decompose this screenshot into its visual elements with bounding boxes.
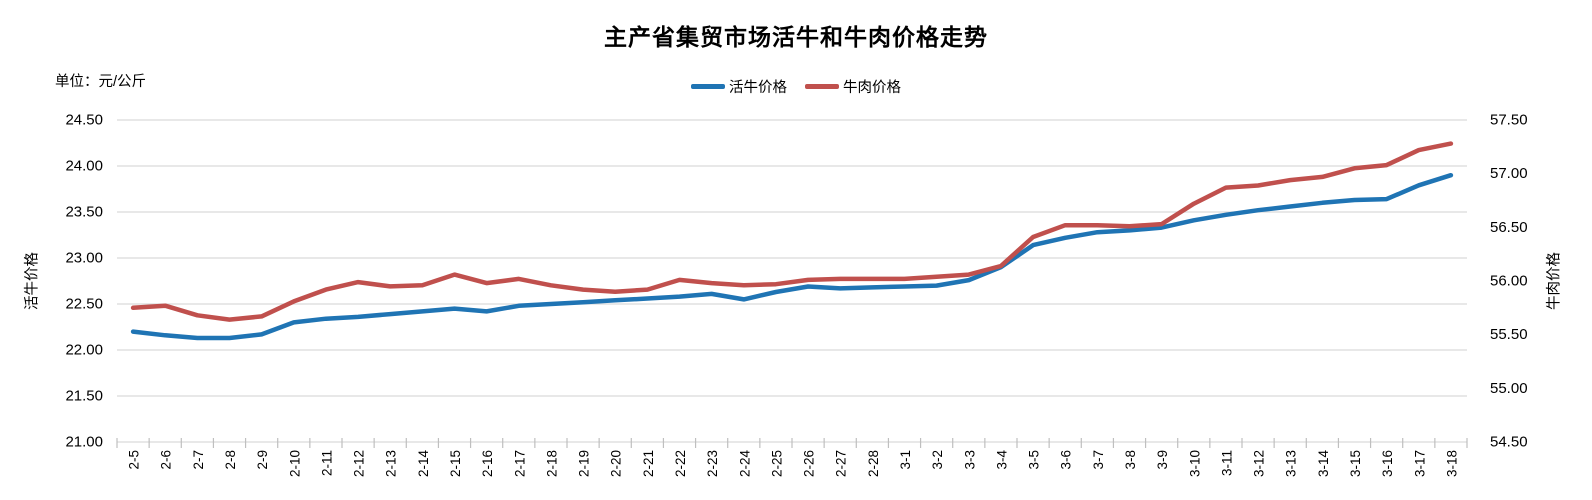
x-axis-tick-label: 3-1 xyxy=(898,450,913,470)
x-axis-tick-label: 2-11 xyxy=(319,450,334,476)
y-axis-tick-label-right: 56.50 xyxy=(1490,219,1528,236)
legend-label-beef: 牛肉价格 xyxy=(843,80,901,96)
y-axis-tick-label-right: 55.00 xyxy=(1490,380,1528,397)
x-axis-tick-label: 2-21 xyxy=(641,450,656,477)
y-axis-tick-label-right: 55.50 xyxy=(1490,326,1528,343)
x-axis-tick-label: 2-22 xyxy=(673,450,688,477)
x-axis-tick-label: 2-5 xyxy=(127,450,142,470)
legend-item-beef: 牛肉价格 xyxy=(805,76,901,97)
x-axis-tick-label: 2-24 xyxy=(737,450,752,478)
x-axis-tick-label: 3-3 xyxy=(962,450,977,470)
x-axis-tick-label: 2-13 xyxy=(384,450,399,477)
x-axis-tick-label: 2-9 xyxy=(255,450,270,470)
y-axis-tick-label-left: 22.50 xyxy=(65,296,103,313)
legend-line-swatch-beef xyxy=(805,84,839,89)
x-axis-tick-label: 2-14 xyxy=(416,450,431,478)
x-axis-tick-label: 2-23 xyxy=(705,450,720,477)
x-axis-tick-label: 3-13 xyxy=(1284,450,1299,477)
x-axis-tick-label: 2-6 xyxy=(159,450,174,470)
x-axis-tick-label: 2-25 xyxy=(769,450,784,477)
y-axis-tick-label-right: 57.50 xyxy=(1490,112,1528,129)
x-axis-tick-label: 3-17 xyxy=(1412,450,1427,477)
y-axis-tick-label-left: 23.00 xyxy=(65,250,103,267)
y-axis-tick-label-left: 21.50 xyxy=(65,388,103,405)
y-axis-tick-label-left: 23.50 xyxy=(65,204,103,221)
y-axis-tick-label-right: 54.50 xyxy=(1490,434,1528,451)
x-axis-tick-label: 3-8 xyxy=(1123,450,1138,470)
x-axis-tick-label: 2-10 xyxy=(287,450,302,477)
x-axis-tick-label: 2-19 xyxy=(577,450,592,477)
x-axis-tick-label: 3-16 xyxy=(1380,450,1395,477)
series-line-live-cattle xyxy=(130,172,1454,341)
legend-label-live-cattle: 活牛价格 xyxy=(729,80,787,96)
x-axis-tick-label: 2-8 xyxy=(223,450,238,470)
x-axis-tick-label: 2-16 xyxy=(480,450,495,477)
x-axis-tick-label: 2-17 xyxy=(512,450,527,477)
x-axis-tick-label: 3-12 xyxy=(1252,450,1267,477)
series-line-beef xyxy=(130,141,1454,322)
x-axis-tick-label: 2-15 xyxy=(448,450,463,477)
x-axis-tick-label: 2-28 xyxy=(866,450,881,477)
x-axis-tick-label: 2-18 xyxy=(544,450,559,477)
unit-label: 单位：元/公斤 xyxy=(55,74,147,90)
x-axis-tick-label: 3-7 xyxy=(1091,450,1106,470)
y-axis-tick-label-right: 57.00 xyxy=(1490,165,1528,182)
legend: 活牛价格 牛肉价格 xyxy=(0,76,1592,97)
x-axis-tick-label: 3-18 xyxy=(1444,450,1459,477)
y-axis-tick-label-left: 21.00 xyxy=(65,434,103,451)
x-axis-tick-label: 3-15 xyxy=(1348,450,1363,477)
x-axis-tick-label: 3-5 xyxy=(1027,450,1042,470)
y-axis-tick-label-left: 24.00 xyxy=(65,158,103,175)
legend-line-swatch-live-cattle xyxy=(691,84,725,89)
x-axis-tick-label: 2-27 xyxy=(834,450,849,477)
chart-title: 主产省集贸市场活牛和牛肉价格走势 xyxy=(604,24,988,50)
x-axis-tick-label: 3-10 xyxy=(1187,450,1202,477)
x-axis-tick-label: 2-7 xyxy=(191,450,206,470)
y-axis-tick-label-right: 56.00 xyxy=(1490,273,1528,290)
y-axis-tick-label-left: 22.00 xyxy=(65,342,103,359)
x-axis-tick-label: 3-2 xyxy=(930,450,945,470)
x-axis-tick-label: 3-14 xyxy=(1316,450,1331,478)
x-axis-tick-label: 2-12 xyxy=(352,450,367,477)
x-axis-tick-label: 3-9 xyxy=(1155,450,1170,470)
x-axis-tick-label: 3-6 xyxy=(1059,450,1074,470)
y-axis-tick-label-left: 24.50 xyxy=(65,112,103,129)
legend-item-live-cattle: 活牛价格 xyxy=(691,76,787,97)
x-axis-tick-label: 3-11 xyxy=(1219,450,1234,476)
x-axis-tick-label: 2-26 xyxy=(802,450,817,477)
x-axis-tick-label: 2-20 xyxy=(609,450,624,477)
x-axis-tick-label: 3-4 xyxy=(994,450,1009,470)
